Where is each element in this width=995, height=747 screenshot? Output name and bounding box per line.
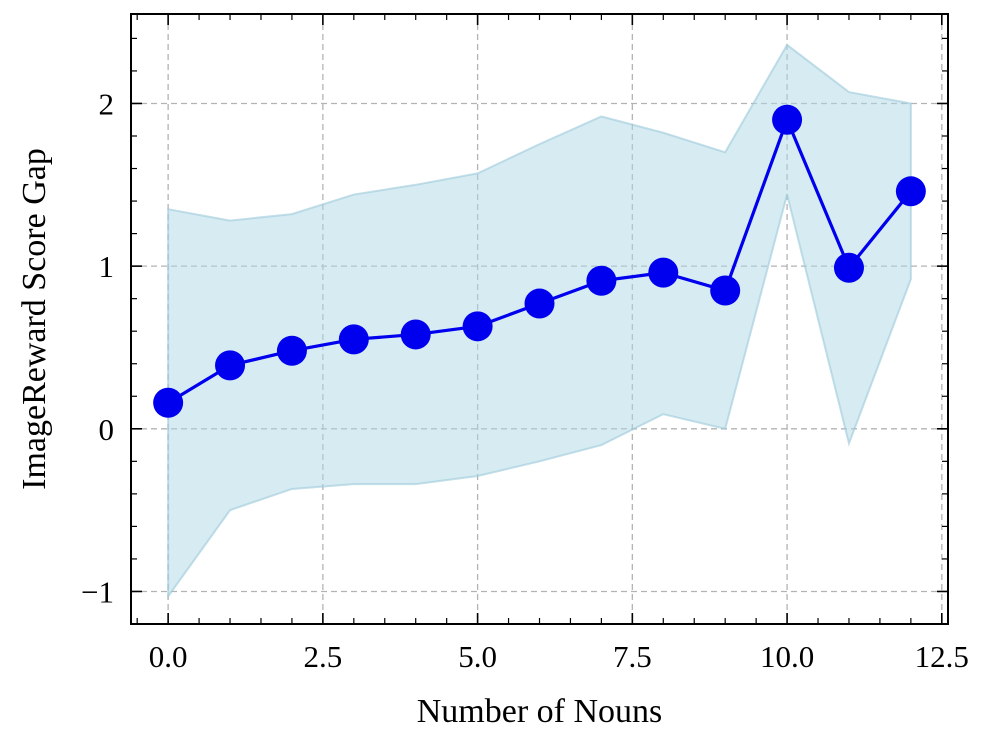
data-point: [895, 176, 926, 207]
data-points: [153, 104, 926, 418]
data-point: [648, 257, 679, 288]
x-tick-label: 7.5: [613, 639, 652, 674]
data-point: [153, 387, 184, 418]
data-point: [586, 265, 617, 296]
x-tick-label: 0.0: [149, 639, 188, 674]
confidence-band: [167, 43, 912, 600]
y-tick-labels: −1 0 1 2: [81, 86, 114, 609]
y-tick-label: 0: [99, 412, 115, 447]
y-tick-label: −1: [81, 574, 114, 609]
x-tick-label: 12.5: [915, 639, 969, 674]
y-tick-label: 2: [99, 86, 115, 121]
data-point: [772, 104, 803, 135]
confidence-band-area: [167, 43, 912, 600]
axes: [130, 13, 949, 625]
x-tick-label: 5.0: [458, 639, 497, 674]
data-point: [710, 275, 741, 306]
x-tick-label: 2.5: [303, 639, 342, 674]
data-point: [462, 311, 493, 342]
x-tick-labels: 0.0 2.5 5.0 7.5 10.0 12.5: [149, 639, 969, 674]
data-point: [338, 324, 369, 355]
y-axis-label: ImageReward Score Gap: [16, 148, 53, 490]
data-point: [276, 335, 307, 366]
x-axis-label: Number of Nouns: [417, 693, 663, 730]
data-point: [524, 288, 555, 319]
data-point: [833, 252, 864, 283]
data-point: [215, 350, 246, 381]
y-tick-label: 1: [99, 249, 115, 284]
x-tick-label: 10.0: [760, 639, 814, 674]
data-point: [400, 319, 431, 350]
